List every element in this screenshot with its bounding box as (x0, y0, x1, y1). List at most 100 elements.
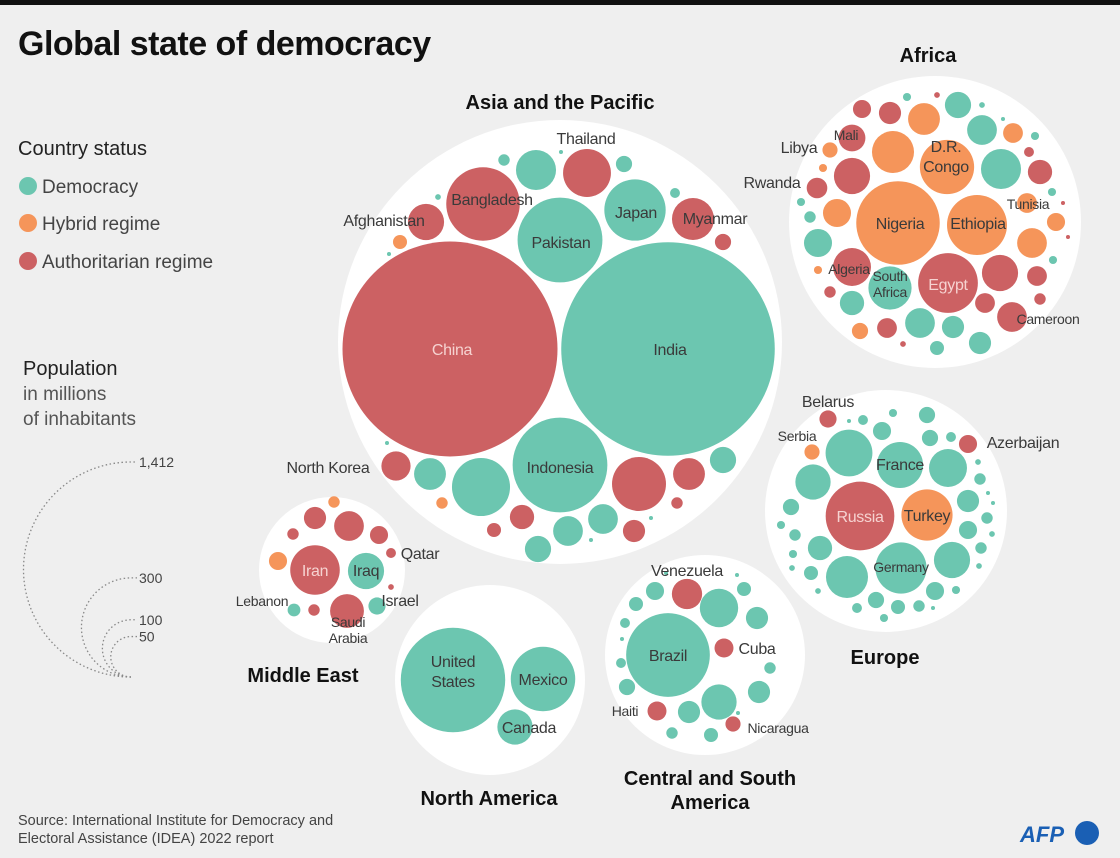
bubble-country (645, 581, 665, 601)
label-iraq: Iraq (353, 563, 379, 580)
bubble-country (616, 658, 626, 668)
label-israel: Israel (381, 593, 418, 610)
region-titles: Asia and the Pacific Africa Europe Middl… (247, 45, 957, 814)
bubble-country (369, 525, 389, 545)
label-haiti: Haiti (612, 703, 639, 719)
label-lebanon: Lebanon (236, 593, 288, 609)
bubble-united-states (400, 627, 506, 733)
bubble-cameroon (997, 302, 1027, 332)
label-algeria: Algeria (828, 261, 870, 277)
bubble-country (435, 194, 441, 200)
bubble-tunisia (1017, 193, 1037, 213)
afp-logo-text: AFP (1019, 822, 1064, 847)
bubble-bangladesh (446, 167, 520, 241)
bubble-country (1065, 234, 1071, 240)
bubble-algeria (833, 248, 871, 286)
bubble-north-korea (381, 451, 411, 481)
bubble-country (677, 700, 701, 724)
bubble-south-africa (868, 266, 912, 310)
bubble-country (804, 211, 816, 223)
bubble-country (951, 585, 961, 595)
bubble-lebanon (287, 603, 301, 617)
region-north-america: United States Mexico Canada (395, 585, 585, 775)
size-tick-300: 300 (139, 570, 163, 586)
label-turkey: Turkey (904, 508, 951, 525)
size-legend-sub1: in millions (23, 384, 106, 405)
bubble-country (934, 92, 940, 98)
bubble-country (877, 318, 897, 338)
bubble-mali (838, 124, 866, 152)
label-nigeria: Nigeria (876, 216, 925, 233)
bubble-country (813, 265, 823, 275)
bubble-country (714, 233, 732, 251)
bubble-country (747, 680, 771, 704)
label-saudi-arabia: Saudi Arabia (329, 614, 368, 646)
bubble-country (1047, 187, 1057, 197)
bubble-country (776, 520, 786, 530)
label-belarus: Belarus (802, 394, 854, 411)
bubble-country (975, 293, 995, 313)
bubble-country (1046, 212, 1066, 232)
bubble-afghanistan (407, 203, 445, 241)
bubble-country (1017, 228, 1047, 258)
bubble-country (981, 512, 993, 524)
bubble-country (921, 429, 939, 447)
label-france: France (876, 457, 924, 474)
bubble-country (618, 678, 636, 696)
bubble-country (913, 600, 925, 612)
bubble-country (628, 596, 644, 612)
region-title-europe: Europe (851, 647, 920, 669)
bubble-country (825, 429, 873, 477)
bubble-country (388, 584, 394, 590)
bubble-country (1027, 266, 1047, 286)
bubble-venezuela (671, 578, 703, 610)
bubble-country (673, 458, 705, 490)
bubble-mexico (510, 646, 576, 712)
bubble-country (846, 418, 852, 424)
bubble-country (852, 99, 872, 119)
bubble-japan (604, 179, 666, 241)
bubble-country (902, 92, 912, 102)
bubble-country (745, 606, 769, 630)
bubble-country (287, 528, 299, 540)
bubble-country (958, 520, 978, 540)
bubble-country (736, 581, 752, 597)
bubble-country (890, 599, 906, 615)
bubble-country (796, 197, 806, 207)
bubble-country (980, 148, 1022, 190)
bubble-indonesia (512, 417, 608, 513)
bubble-thailand (563, 149, 611, 197)
label-germany: Germany (873, 559, 929, 575)
bubble-country (1030, 131, 1040, 141)
bubble-country (979, 102, 985, 108)
bubble-country (824, 286, 836, 298)
bubble-country (879, 613, 889, 623)
label-myanmar: Myanmar (683, 211, 749, 228)
bubble-country (328, 496, 340, 508)
size-tick-1412: 1,412 (139, 454, 174, 470)
bubble-country (990, 500, 996, 506)
bubble-country (509, 504, 535, 530)
top-bar (0, 0, 1120, 5)
bubble-country (386, 251, 392, 257)
page-title: Global state of democracy (18, 25, 431, 63)
bubble-country (666, 727, 678, 739)
bubble-country (1024, 147, 1034, 157)
legend-heading: Country status (18, 138, 147, 160)
label-united-states: United States (431, 654, 475, 691)
legend-dot-hybrid (19, 214, 37, 232)
size-legend-arc (101, 619, 137, 678)
bubble-country (925, 581, 945, 601)
label-cameroon: Cameroon (1017, 311, 1080, 327)
label-serbia: Serbia (778, 428, 817, 444)
source-line-1: Source: International Institute for Demo… (18, 813, 333, 829)
bubble-country (941, 315, 965, 339)
bubble-country (1000, 116, 1006, 122)
bubble-country (975, 459, 981, 465)
label-north-korea: North Korea (287, 460, 370, 477)
label-china: China (432, 342, 473, 359)
size-legend-arc (80, 577, 137, 678)
bubble-pakistan (517, 197, 603, 283)
bubble-country (807, 535, 833, 561)
legend-label-authoritarian: Authoritarian regime (42, 252, 213, 273)
